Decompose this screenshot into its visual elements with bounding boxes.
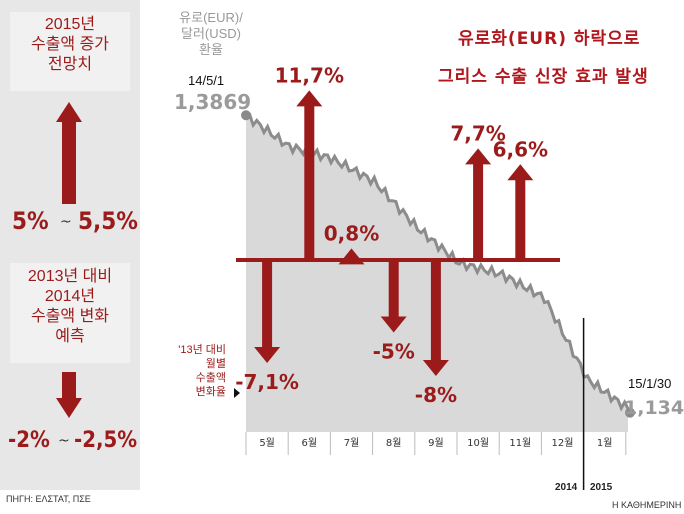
- arrow-value-label: 6,6%: [493, 137, 548, 161]
- change-high-value: -2,5%: [74, 428, 138, 453]
- change-2014-line-1: 2013년 대비: [27, 268, 113, 285]
- side-note-pointer-icon: [234, 388, 240, 398]
- headline-line-2: 그리스 수출 신장 효과 발생: [438, 67, 649, 87]
- forecast-tilde: ~: [60, 214, 72, 230]
- rate-label-line-2: 달러(USD): [180, 26, 242, 41]
- year-label-2014: 2014: [555, 482, 578, 493]
- change-2014-line-2: 2014년: [44, 288, 96, 305]
- arrow-value-label: 7,7%: [450, 121, 505, 145]
- rate-label: 유로(EUR)/ 달러(USD) 환율: [168, 10, 254, 58]
- source-note: ΠΗΓΗ: ΕΛΣΤΑΤ, ΠΣΕ: [6, 494, 91, 504]
- arrow-5월: -7,1%: [235, 260, 299, 394]
- change-2014-line-4: 예측: [55, 328, 85, 345]
- side-note-line-1: '13년 대비: [178, 344, 226, 356]
- change-down-arrow-icon: [56, 372, 82, 418]
- forecast-2015-line-2: 수출액 증가: [30, 36, 110, 53]
- start-point-dot: [241, 110, 251, 121]
- export-change-arrows: -7,1% 11,7% 0,8% -5%-8% 7,7%6,6%: [235, 63, 548, 407]
- arrow-value-label: 11,7%: [275, 63, 344, 87]
- end-value: 1,1349: [624, 397, 684, 419]
- arrow-11월: 6,6%: [493, 137, 548, 260]
- end-date: 15/1/30: [628, 376, 672, 391]
- start-value: 1,3869: [174, 90, 252, 114]
- forecast-2015-line-3: 전망치: [47, 56, 93, 73]
- month-label: 6월: [302, 437, 318, 449]
- arrow-value-label: -8%: [415, 383, 457, 407]
- side-note: '13년 대비 월별 수출액 변화율: [152, 343, 226, 399]
- change-low-value: -2%: [8, 428, 50, 453]
- side-note-line-2: 월별: [205, 358, 226, 370]
- change-2014-line-3: 수출액 변화: [30, 308, 110, 325]
- forecast-low-value: 5%: [12, 207, 49, 235]
- month-axis: 5월 6월 7월 8월 9월 10월 11월 12월 1월: [245, 432, 627, 455]
- left-arrows: [56, 102, 82, 418]
- arrow-value-label: -5%: [373, 340, 415, 364]
- arrow-6월: 11,7%: [275, 63, 344, 260]
- month-label: 9월: [428, 437, 444, 449]
- side-note-line-4: 변화율: [195, 386, 226, 398]
- publisher-name: Η ΚΑΘΗΜΕΡΙΝΗ: [612, 500, 682, 510]
- change-2014-box: 2013년 대비 2014년 수출액 변화 예측: [10, 263, 130, 363]
- month-label: 10월: [467, 437, 489, 449]
- year-label-2015: 2015: [590, 482, 613, 493]
- forecast-2015-line-1: 2015년: [44, 16, 96, 33]
- month-label: 12월: [552, 437, 574, 449]
- forecast-high-value: 5,5%: [78, 207, 138, 235]
- rate-label-line-3: 환율: [199, 42, 223, 57]
- headline-line-1: 유로화(EUR) 하락으로: [458, 29, 641, 49]
- end-point-dot: [625, 407, 635, 418]
- side-note-line-3: 수출액: [195, 372, 226, 384]
- forecast-2015-box: 2015년 수출액 증가 전망치: [10, 12, 130, 91]
- rate-label-line-1: 유로(EUR)/: [179, 10, 243, 25]
- arrow-9월: -8%: [415, 260, 457, 407]
- month-label: 5월: [259, 437, 275, 449]
- month-label: 8월: [386, 437, 402, 449]
- forecast-up-arrow-icon: [56, 102, 82, 204]
- arrow-value-label: 0,8%: [324, 221, 379, 245]
- arrow-8월: -5%: [373, 260, 415, 364]
- arrow-value-label: -7,1%: [235, 370, 299, 394]
- start-date: 14/5/1: [188, 73, 225, 88]
- change-tilde: ~: [58, 433, 70, 449]
- arrow-10월: 7,7%: [450, 121, 506, 260]
- month-label: 7월: [344, 437, 360, 449]
- month-label: 11월: [509, 437, 531, 449]
- month-label: 1월: [597, 437, 613, 449]
- arrow-7월: 0,8%: [324, 221, 379, 265]
